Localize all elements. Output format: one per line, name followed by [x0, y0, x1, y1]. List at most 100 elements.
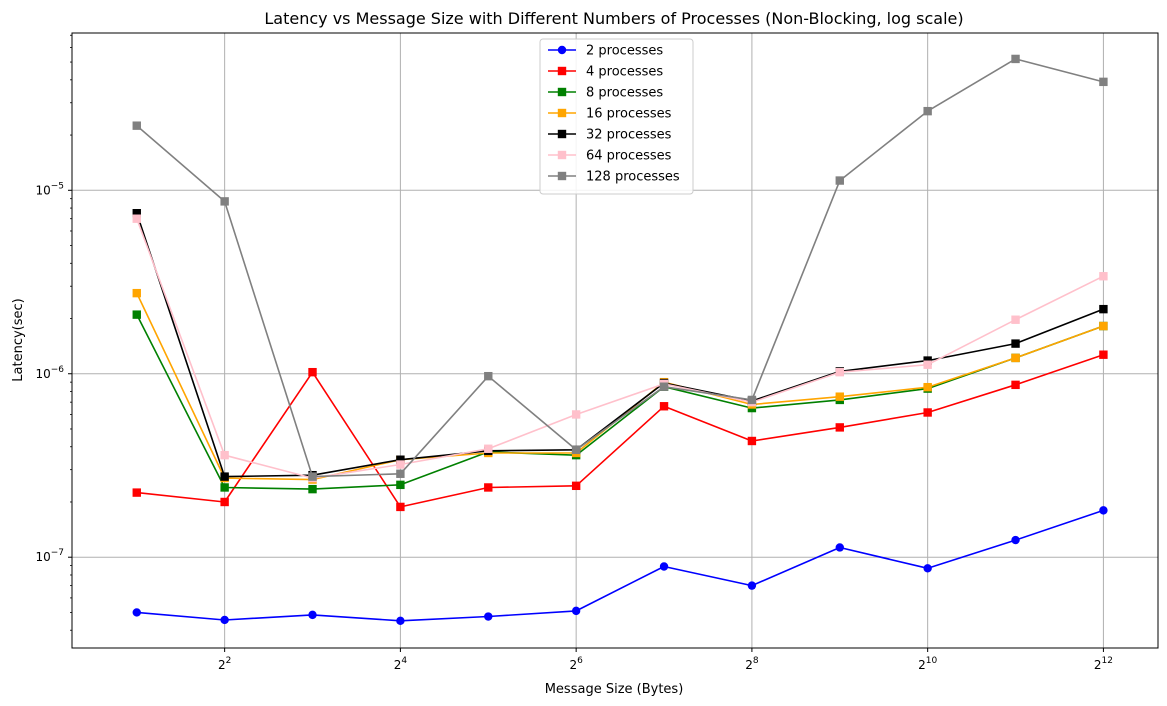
- legend-marker: [557, 129, 567, 139]
- data-point: [132, 488, 141, 497]
- x-tick-label-base: 2: [1094, 658, 1102, 672]
- data-point: [1099, 77, 1108, 87]
- y-axis-label: Latency(sec): [11, 298, 26, 381]
- data-point: [220, 483, 229, 492]
- data-point: [484, 483, 493, 492]
- data-point: [923, 360, 932, 369]
- legend-marker: [557, 150, 567, 160]
- legend-label: 32 processes: [586, 128, 672, 143]
- y-tick-label: 10−6: [35, 365, 64, 381]
- series-line: [136, 314, 1104, 490]
- data-point: [1099, 506, 1108, 515]
- data-point: [220, 197, 229, 206]
- series-line: [136, 353, 1104, 508]
- data-point: [220, 450, 229, 460]
- data-point: [571, 481, 581, 491]
- x-tick-label-base: 2: [394, 658, 402, 672]
- data-point: [132, 214, 141, 223]
- data-point: [1099, 350, 1108, 359]
- data-point: [659, 562, 669, 571]
- y-tick-label: 10−5: [35, 181, 64, 197]
- legend-marker: [557, 108, 567, 118]
- series-line: [136, 58, 1104, 478]
- x-tick-label-exponent: 12: [1102, 656, 1113, 666]
- legend-label: 64 processes: [586, 149, 672, 164]
- series-1: [132, 506, 1108, 626]
- x-tick-label: 26: [569, 656, 583, 672]
- x-tick-label-exponent: 4: [401, 656, 407, 666]
- data-point: [1011, 54, 1020, 64]
- data-point: [923, 564, 932, 573]
- data-point: [1011, 315, 1020, 324]
- y-tick-label-base: 10: [35, 550, 50, 564]
- series-7: [132, 54, 1108, 481]
- data-point: [923, 382, 932, 392]
- data-point: [484, 444, 493, 453]
- data-point: [308, 610, 317, 620]
- plot-area-frame: [71, 32, 1159, 649]
- legend-item: 8 processes: [548, 86, 663, 101]
- series-layer: [132, 54, 1108, 626]
- data-point: [220, 472, 229, 481]
- data-point: [1099, 321, 1108, 331]
- data-point: [747, 581, 757, 590]
- data-point: [132, 288, 141, 298]
- legend-marker: [557, 45, 567, 55]
- data-point: [220, 497, 229, 507]
- legend-marker: [557, 87, 567, 97]
- legend-item: 32 processes: [548, 128, 672, 143]
- x-tick-label-base: 2: [218, 658, 226, 672]
- series-2: [132, 350, 1108, 512]
- data-point: [1099, 272, 1108, 281]
- legend-label: 8 processes: [586, 86, 663, 101]
- legend-marker: [557, 171, 567, 181]
- data-point: [396, 455, 405, 464]
- legend-label: 4 processes: [586, 65, 663, 80]
- data-point: [835, 367, 844, 377]
- x-tick-label-exponent: 2: [226, 656, 232, 666]
- x-tick-label: 28: [745, 656, 759, 672]
- data-point: [308, 484, 317, 494]
- data-point: [132, 310, 141, 319]
- data-point: [659, 402, 669, 411]
- x-tick-label: 212: [1094, 656, 1113, 672]
- data-point: [1011, 535, 1020, 545]
- legend-item: 64 processes: [548, 149, 672, 164]
- data-point: [659, 382, 669, 391]
- data-point: [1011, 380, 1020, 390]
- series-line: [136, 509, 1104, 622]
- series-line: [136, 292, 1104, 481]
- data-point: [308, 367, 317, 377]
- data-point: [132, 608, 141, 617]
- data-point: [571, 410, 581, 419]
- series-6: [132, 214, 1108, 483]
- data-point: [1011, 353, 1020, 363]
- x-tick-label: 22: [218, 656, 231, 672]
- y-tick-label: 10−7: [35, 548, 64, 564]
- data-point: [220, 615, 229, 625]
- data-point: [396, 480, 405, 490]
- data-point: [132, 121, 141, 130]
- x-axis-label: Message Size (Bytes): [545, 682, 684, 697]
- x-tick-label-exponent: 6: [577, 656, 583, 666]
- data-point: [571, 445, 581, 455]
- x-tick-label-exponent: 8: [753, 656, 759, 666]
- data-point: [747, 436, 757, 446]
- data-point: [396, 616, 405, 626]
- y-tick-label-base: 10: [35, 367, 50, 381]
- x-tick-label-base: 2: [569, 658, 577, 672]
- data-point: [835, 543, 844, 552]
- data-point: [484, 371, 493, 381]
- legend-item: 16 processes: [548, 107, 672, 122]
- series-line: [136, 212, 1104, 478]
- x-tick-label-base: 2: [918, 658, 926, 672]
- x-tick-label: 210: [918, 656, 937, 672]
- legend-item: 2 processes: [548, 44, 663, 59]
- y-tick-label-base: 10: [35, 183, 50, 197]
- legend-label: 16 processes: [586, 107, 672, 122]
- x-tick-label: 24: [394, 656, 408, 672]
- data-point: [571, 606, 581, 616]
- legend: 2 processes 4 processes 8 processes 16 proc…: [539, 38, 694, 195]
- data-point: [835, 423, 844, 432]
